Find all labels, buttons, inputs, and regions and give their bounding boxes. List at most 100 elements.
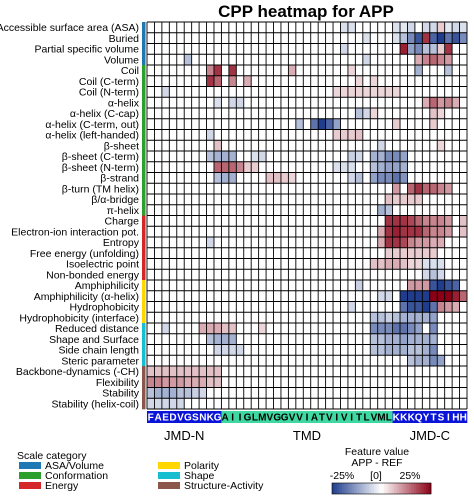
heatmap-cell [184, 247, 192, 259]
heatmap-cell [400, 194, 408, 205]
heatmap-cell [169, 140, 177, 152]
heatmap-cell [325, 226, 334, 238]
heatmap-cell [370, 204, 378, 216]
heatmap-cell [407, 151, 416, 162]
heatmap-cell [176, 43, 185, 55]
heatmap-cell [347, 183, 356, 195]
heatmap-cell [243, 183, 252, 195]
heatmap-cell [273, 86, 282, 98]
heatmap-cell [362, 215, 371, 227]
heatmap-cell [273, 97, 282, 109]
heatmap-cell [429, 398, 438, 410]
heatmap-cell [377, 108, 386, 119]
heatmap-cell [213, 237, 222, 248]
heatmap-cell [169, 65, 177, 76]
heatmap-cell [452, 215, 460, 227]
heatmap-cell [370, 75, 378, 87]
heatmap-cell [333, 215, 341, 227]
heatmap-cell [251, 376, 259, 388]
heatmap-cell [318, 301, 326, 313]
heatmap-cell [377, 204, 386, 216]
heatmap-cell [407, 172, 416, 184]
heatmap-cell [347, 333, 356, 345]
heatmap-cell [280, 301, 289, 313]
heatmap-cell [385, 204, 393, 216]
heatmap-cell [154, 355, 163, 367]
heatmap-cell [407, 54, 416, 66]
heatmap-cell [236, 129, 244, 141]
heatmap-cell [154, 108, 163, 119]
heatmap-cell [243, 161, 252, 173]
heatmap-cell [251, 301, 259, 313]
heatmap-cell [236, 387, 244, 399]
heatmap-cell [362, 204, 371, 216]
heatmap-cell [422, 247, 430, 259]
heatmap-cell [154, 323, 163, 334]
heatmap-cell [280, 247, 289, 259]
heatmap-cell [362, 75, 371, 87]
heatmap-cell [437, 312, 445, 324]
heatmap-cell [422, 301, 430, 313]
heatmap-cell [355, 32, 364, 44]
heatmap-cell [228, 65, 237, 76]
heatmap-cell [347, 129, 356, 141]
heatmap-cell [273, 140, 282, 152]
heatmap-cell [176, 333, 185, 345]
heatmap-cell [362, 333, 371, 345]
heatmap-cell [325, 269, 334, 281]
residue-box [273, 411, 282, 423]
heatmap-cell [251, 75, 259, 87]
heatmap-cell [206, 129, 215, 141]
legend-swatch [158, 462, 180, 469]
heatmap-cell [199, 215, 207, 227]
heatmap-cell [288, 32, 297, 44]
heatmap-cell [407, 75, 416, 87]
heatmap-cell [176, 280, 185, 291]
heatmap-cell [184, 43, 192, 55]
heatmap-cell [236, 247, 244, 259]
heatmap-cell [169, 376, 177, 388]
heatmap-cell [228, 97, 237, 109]
heatmap-cell [385, 43, 393, 55]
heatmap-cell [429, 194, 438, 205]
heatmap-cell [422, 183, 430, 195]
heatmap-cell [422, 387, 430, 399]
heatmap-cell [161, 387, 170, 399]
region-labels: JMD-N TMD JMD-C [164, 428, 450, 443]
heatmap-cell [206, 75, 215, 87]
heatmap-cell [310, 344, 319, 356]
heatmap-cell [414, 323, 423, 334]
heatmap-cell [407, 290, 416, 302]
residue-box [303, 411, 312, 423]
heatmap-cell [392, 161, 401, 173]
residue-letter: G [184, 413, 192, 424]
heatmap-cell [228, 108, 237, 119]
heatmap-cell [355, 323, 364, 334]
heatmap-cell [355, 204, 364, 216]
heatmap-cell [459, 151, 468, 162]
colorbar-gradient-step [346, 483, 350, 494]
heatmap-cell [169, 194, 177, 205]
heatmap-cell [213, 355, 222, 367]
heatmap-cell [266, 258, 274, 270]
heatmap-cell [459, 32, 468, 44]
heatmap-cell [407, 247, 416, 259]
heatmap-cell [295, 301, 304, 313]
heatmap-cell [459, 172, 468, 184]
heatmap-cell [437, 344, 445, 356]
heatmap-cell [221, 237, 230, 248]
heatmap-cell [236, 376, 244, 388]
heatmap-cell [459, 140, 468, 152]
heatmap-cell [199, 183, 207, 195]
heatmap-cell [288, 172, 297, 184]
heatmap-cell [213, 32, 222, 44]
heatmap-cell [258, 258, 267, 270]
heatmap-cell [266, 97, 274, 109]
heatmap-cell [243, 129, 252, 141]
heatmap-cell [228, 22, 237, 33]
heatmap-cell [154, 151, 163, 162]
heatmap-cell [385, 172, 393, 184]
heatmap-cell [452, 323, 460, 334]
heatmap-cell [161, 75, 170, 87]
heatmap-cell [288, 387, 297, 399]
